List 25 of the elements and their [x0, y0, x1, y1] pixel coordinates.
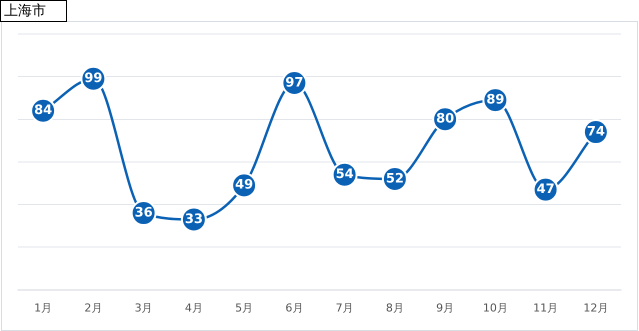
chart-title: 上海市 [0, 0, 67, 22]
data-label: 99 [84, 71, 102, 86]
data-label: 49 [235, 178, 254, 193]
data-label: 47 [536, 182, 555, 197]
x-tick-label: 9月 [436, 301, 454, 314]
data-label: 80 [436, 112, 454, 127]
x-tick-label: 4月 [184, 301, 203, 314]
data-label: 52 [386, 171, 404, 186]
data-label: 97 [285, 75, 304, 90]
x-tick-label: 2月 [84, 301, 102, 314]
x-tick-label: 10月 [482, 301, 508, 314]
x-tick-label: 8月 [386, 301, 404, 314]
x-tick-label: 5月 [235, 301, 254, 314]
data-label: 89 [486, 92, 504, 108]
x-tick-label: 1月 [34, 301, 52, 314]
data-label: 54 [336, 167, 354, 182]
data-label: 84 [34, 103, 52, 118]
x-tick-label: 12月 [583, 301, 608, 314]
x-tick-label: 3月 [134, 301, 153, 314]
data-label: 74 [586, 124, 605, 140]
data-label: 33 [184, 212, 203, 227]
data-label: 36 [134, 205, 153, 220]
x-tick-label: 11月 [533, 301, 558, 314]
x-tick-label: 7月 [336, 301, 354, 314]
x-tick-label: 6月 [285, 301, 304, 314]
